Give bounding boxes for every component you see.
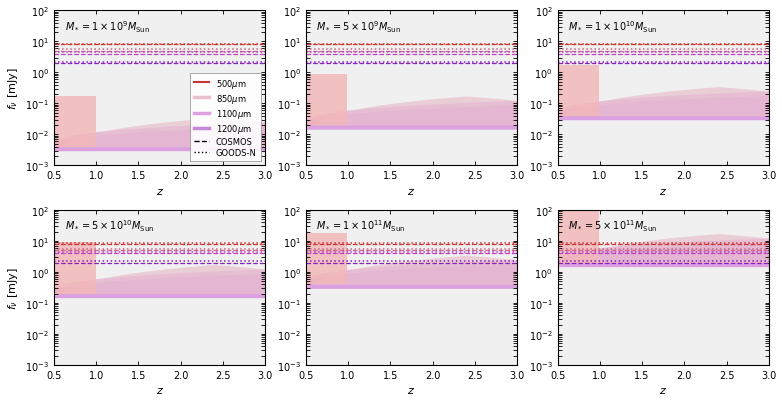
- X-axis label: $z$: $z$: [659, 385, 667, 395]
- X-axis label: $z$: $z$: [407, 385, 415, 395]
- Text: $M_* = 5 \times 10^{9}M_{\rm Sun}$: $M_* = 5 \times 10^{9}M_{\rm Sun}$: [317, 19, 401, 35]
- X-axis label: $z$: $z$: [407, 186, 415, 196]
- Text: $M_* = 5 \times 10^{11}M_{\rm Sun}$: $M_* = 5 \times 10^{11}M_{\rm Sun}$: [569, 218, 658, 234]
- X-axis label: $z$: $z$: [659, 186, 667, 196]
- Y-axis label: $f_\nu$ [mJy]: $f_\nu$ [mJy]: [5, 267, 20, 309]
- Legend: 500$\mu$m, 850$\mu$m, 1100$\mu$m, 1200$\mu$m, COSMOS, GOODS-N: 500$\mu$m, 850$\mu$m, 1100$\mu$m, 1200$\…: [190, 73, 261, 162]
- Text: $M_* = 1 \times 10^{9}M_{\rm Sun}$: $M_* = 1 \times 10^{9}M_{\rm Sun}$: [65, 19, 149, 35]
- X-axis label: $z$: $z$: [156, 385, 163, 395]
- Text: $M_* = 5 \times 10^{10}M_{\rm Sun}$: $M_* = 5 \times 10^{10}M_{\rm Sun}$: [65, 218, 154, 234]
- Text: $M_* = 1 \times 10^{11}M_{\rm Sun}$: $M_* = 1 \times 10^{11}M_{\rm Sun}$: [317, 218, 406, 234]
- X-axis label: $z$: $z$: [156, 186, 163, 196]
- Text: $M_* = 1 \times 10^{10}M_{\rm Sun}$: $M_* = 1 \times 10^{10}M_{\rm Sun}$: [569, 19, 658, 35]
- Y-axis label: $f_\nu$ [mJy]: $f_\nu$ [mJy]: [5, 67, 20, 110]
